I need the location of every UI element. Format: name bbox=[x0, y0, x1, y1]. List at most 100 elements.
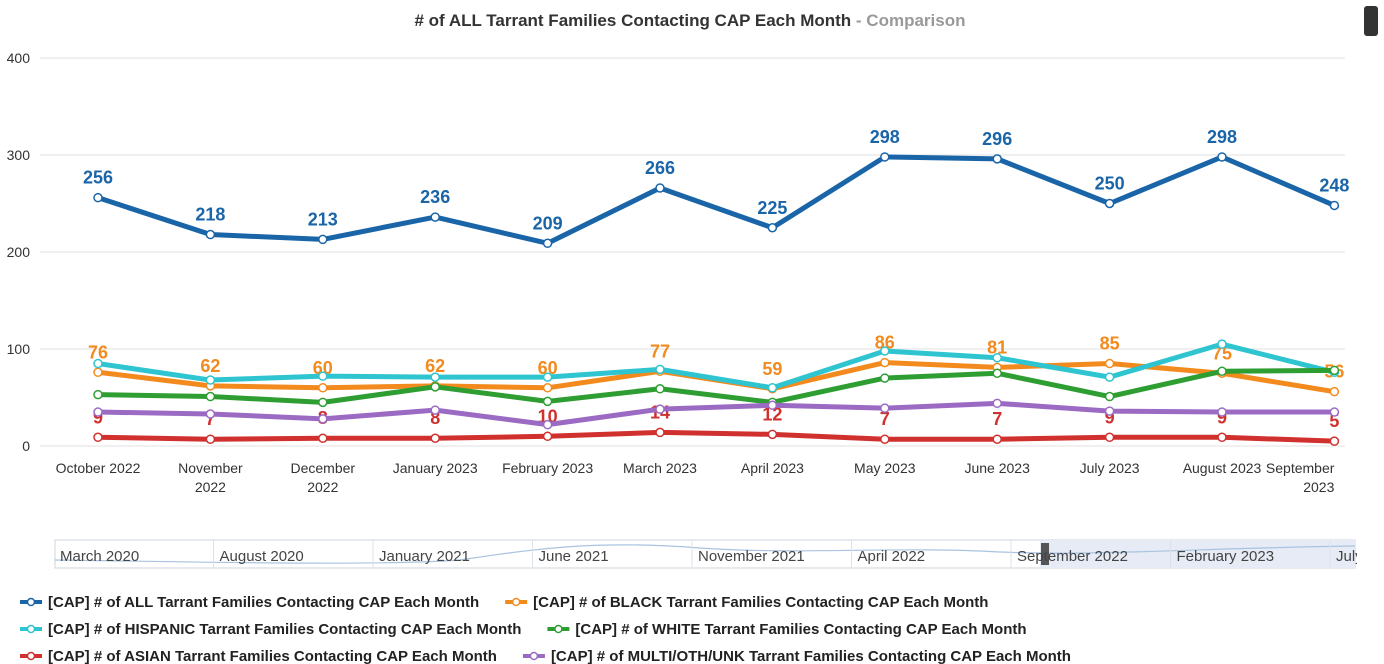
data-label: 7 bbox=[992, 409, 1002, 429]
point-marker bbox=[318, 433, 328, 443]
point-marker bbox=[205, 409, 216, 419]
point-marker bbox=[1329, 200, 1340, 211]
point-marker bbox=[542, 372, 553, 382]
data-label: 75 bbox=[1212, 343, 1232, 363]
x-tick-label: October 2022 bbox=[56, 460, 141, 476]
point-marker bbox=[430, 382, 440, 392]
series-line bbox=[97, 429, 1335, 444]
point-marker bbox=[992, 352, 1002, 363]
point-marker bbox=[1217, 407, 1227, 417]
point-marker bbox=[1104, 406, 1115, 416]
legend-entry[interactable]: [CAP] # of WHITE Tarrant Families Contac… bbox=[575, 621, 1026, 638]
data-label: 218 bbox=[195, 205, 225, 225]
legend-entry[interactable]: [CAP] # of BLACK Tarrant Families Contac… bbox=[533, 594, 988, 611]
chart-title: # of ALL Tarrant Families Contacting CAP… bbox=[415, 11, 852, 30]
legend-symbol-marker bbox=[26, 597, 36, 607]
legend-entry[interactable]: [CAP] # of ALL Tarrant Families Contacti… bbox=[48, 594, 479, 611]
point-marker bbox=[542, 396, 553, 407]
point-marker bbox=[318, 371, 328, 381]
x-tick-label: January 2023 bbox=[393, 460, 478, 476]
data-label: 86 bbox=[875, 333, 895, 353]
data-label: 256 bbox=[83, 168, 113, 188]
y-tick-label: 100 bbox=[7, 341, 31, 357]
point-marker bbox=[205, 229, 216, 240]
point-marker bbox=[880, 346, 890, 356]
point-marker bbox=[1217, 152, 1227, 162]
data-label: 209 bbox=[533, 213, 563, 233]
data-label: 85 bbox=[1100, 334, 1120, 354]
point-marker bbox=[205, 391, 216, 402]
data-label: 10 bbox=[538, 406, 558, 426]
data-label: 266 bbox=[645, 158, 675, 178]
point-marker bbox=[655, 427, 665, 438]
point-marker bbox=[655, 404, 665, 414]
legend-entry[interactable]: [CAP] # of MULTI/OTH/UNK Tarrant Familie… bbox=[551, 648, 1071, 664]
point-marker bbox=[1104, 432, 1115, 443]
data-label: 225 bbox=[757, 198, 787, 218]
point-marker bbox=[655, 183, 665, 193]
navigator-label: August 2020 bbox=[220, 548, 304, 565]
navigator-selection[interactable] bbox=[1040, 540, 1355, 568]
menu-button[interactable] bbox=[1364, 6, 1378, 36]
x-tick-label: February 2023 bbox=[502, 460, 593, 476]
point-marker bbox=[880, 357, 890, 368]
x-tick-label: November 2022 bbox=[178, 460, 243, 495]
x-tick-label: April 2023 bbox=[741, 460, 804, 476]
data-label: 12 bbox=[762, 404, 782, 424]
data-label: 62 bbox=[200, 356, 220, 376]
data-label: 213 bbox=[308, 209, 338, 229]
navigator-label: January 2021 bbox=[379, 548, 470, 565]
point-marker bbox=[542, 238, 553, 249]
series-line bbox=[97, 400, 1335, 428]
point-marker bbox=[1217, 432, 1227, 443]
y-tick-label: 0 bbox=[22, 438, 30, 454]
legend-symbol-marker bbox=[511, 597, 521, 607]
point-marker bbox=[93, 389, 103, 400]
point-marker bbox=[767, 400, 778, 411]
point-marker bbox=[1104, 391, 1115, 402]
navigator-labels: March 2020 August 2020 January 2021 June 20… bbox=[60, 540, 1384, 568]
navigator-label: September 2022 bbox=[1017, 548, 1128, 565]
data-label: 236 bbox=[420, 187, 450, 207]
point-marker bbox=[1217, 339, 1227, 349]
x-tick-label: June 2023 bbox=[964, 460, 1030, 476]
point-marker bbox=[655, 364, 665, 375]
data-label: 81 bbox=[987, 337, 1007, 357]
legend-symbol-marker bbox=[529, 651, 539, 661]
series-line bbox=[97, 367, 1335, 405]
x-tick-label: July 2023 bbox=[1080, 460, 1140, 476]
point-marker bbox=[318, 383, 328, 393]
point-marker bbox=[655, 384, 665, 394]
point-marker bbox=[1329, 436, 1340, 446]
navigator-series bbox=[54, 544, 1356, 564]
point-marker bbox=[992, 368, 1002, 378]
navigator-handle[interactable] bbox=[1041, 543, 1049, 565]
data-label: 296 bbox=[982, 129, 1012, 149]
point-marker bbox=[880, 403, 890, 413]
data-label: 7 bbox=[205, 409, 215, 429]
point-marker bbox=[1329, 407, 1340, 417]
navigator-label: February 2023 bbox=[1177, 548, 1275, 565]
y-tick-label: 200 bbox=[7, 244, 31, 260]
x-tick-label: September 2023 bbox=[1266, 460, 1335, 495]
data-label: 248 bbox=[1319, 175, 1349, 195]
legend-entry[interactable]: [CAP] # of ASIAN Tarrant Families Contac… bbox=[48, 648, 497, 664]
point-marker bbox=[318, 234, 328, 245]
y-tick-label: 400 bbox=[7, 50, 31, 66]
point-marker bbox=[542, 431, 553, 442]
point-marker bbox=[93, 192, 103, 203]
data-label: 250 bbox=[1095, 174, 1125, 194]
point-marker bbox=[992, 434, 1002, 444]
point-marker bbox=[93, 432, 103, 443]
point-marker bbox=[205, 375, 216, 385]
series-line bbox=[97, 154, 1336, 246]
point-marker bbox=[1329, 365, 1340, 376]
chart-subtitle: - Comparison bbox=[851, 11, 965, 30]
x-tick-label: May 2023 bbox=[854, 460, 916, 476]
navigator-label: July 2023 bbox=[1336, 548, 1384, 565]
x-tick-label: March 2023 bbox=[623, 460, 697, 476]
legend-entry[interactable]: [CAP] # of HISPANIC Tarrant Families Con… bbox=[48, 621, 521, 638]
x-tick-label: August 2023 bbox=[1183, 460, 1262, 476]
data-label: 60 bbox=[538, 358, 558, 378]
